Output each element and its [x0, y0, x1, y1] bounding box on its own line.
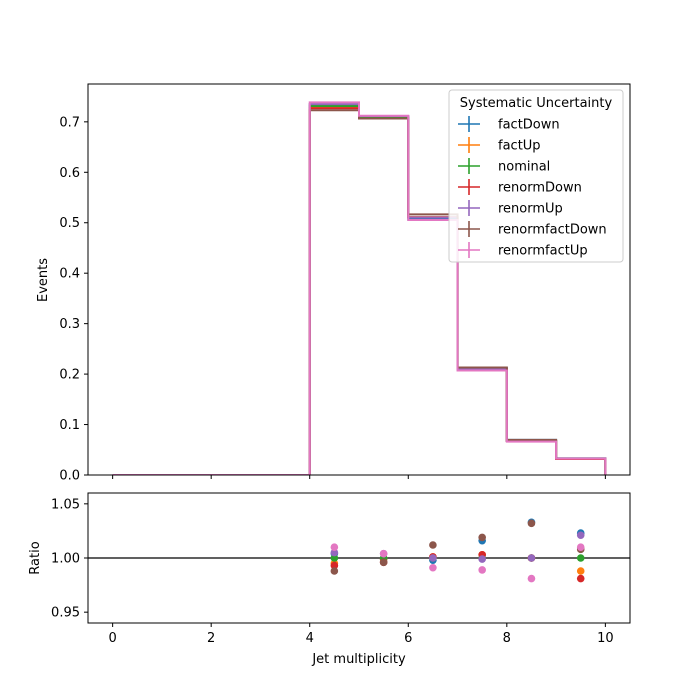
- main-y-tick-label: 0.6: [59, 166, 80, 181]
- ratio-point-renormfactDown: [478, 533, 486, 542]
- ratio-point-renormfactUp: [527, 574, 536, 583]
- histogram-step-renormfactUp: [112, 101, 607, 475]
- ratio-y-tick-label: 0.95: [51, 606, 80, 621]
- x-tick-label: 2: [207, 631, 215, 646]
- ratio-point-renormUp: [527, 554, 536, 562]
- legend-entry-renormfactUp: renormfactUp: [458, 242, 588, 259]
- legend-label: nominal: [498, 160, 550, 175]
- legend-entry-renormUp: renormUp: [458, 200, 563, 217]
- ratio-point-renormfactDown: [379, 558, 388, 567]
- legend-entries: factDown factUp nominal renormDown renormUp r…: [458, 116, 607, 259]
- ratio-point-renormfactUp: [576, 543, 585, 551]
- ratio-point-renormfactUp: [330, 543, 339, 551]
- main-y-axis-label: Events: [36, 258, 51, 302]
- ratio-point-nominal: [576, 554, 585, 562]
- x-tick-label: 6: [404, 631, 412, 646]
- x-tick-label: 4: [306, 631, 314, 646]
- main-plot-panel: 0.0 0.1 0.2 0.3 0.4 0.5 0.6 0.7 Events: [36, 83, 631, 484]
- legend-label: renormfactDown: [498, 223, 607, 238]
- main-y-tick-label: 0.1: [59, 418, 80, 433]
- legend-label: renormUp: [498, 202, 563, 217]
- ratio-point-renormDown: [330, 561, 339, 570]
- ratio-y-ticks: 0.95 1.00 1.05: [51, 497, 88, 621]
- ratio-point-nominal: [330, 554, 339, 562]
- ratio-series-group: [88, 518, 630, 583]
- legend-title: Systematic Uncertainty: [460, 96, 613, 111]
- x-axis-label: Jet multiplicity: [311, 652, 406, 667]
- legend-label: factUp: [498, 139, 541, 154]
- x-tick-label: 8: [503, 631, 511, 646]
- main-y-tick-label: 0.4: [59, 267, 80, 282]
- ratio-point-renormDown: [576, 574, 585, 583]
- legend-label: renormfactUp: [498, 244, 588, 259]
- legend-entry-factDown: factDown: [458, 116, 560, 133]
- ratio-point-factUp: [576, 567, 585, 575]
- ratio-point-renormfactUp: [429, 563, 437, 572]
- legend-entry-renormDown: renormDown: [458, 179, 582, 196]
- ratio-y-tick-label: 1.00: [51, 552, 80, 567]
- ratio-point-renormfactDown: [429, 541, 437, 549]
- ratio-point-renormUp: [576, 531, 585, 540]
- legend-label: renormDown: [498, 181, 582, 196]
- ratio-point-renormfactUp: [379, 549, 388, 558]
- main-y-tick-label: 0.5: [59, 216, 80, 231]
- x-tick-label: 10: [597, 631, 614, 646]
- ratio-point-renormfactDown: [527, 519, 536, 528]
- ratio-x-ticks: 0 2 4 6 8 10: [108, 623, 614, 646]
- main-y-tick-label: 0.2: [59, 368, 80, 383]
- main-x-ticks: [112, 475, 606, 479]
- ratio-point-renormUp: [429, 554, 437, 562]
- x-tick-label: 0: [108, 631, 116, 646]
- legend-entry-factUp: factUp: [458, 137, 541, 154]
- ratio-point-renormUp: [330, 548, 339, 557]
- main-y-tick-label: 0.3: [59, 317, 80, 332]
- ratio-y-axis-label: Ratio: [28, 541, 43, 574]
- legend-entry-renormfactDown: renormfactDown: [458, 221, 607, 238]
- main-y-tick-label: 0.7: [59, 115, 80, 130]
- ratio-point-renormfactUp: [478, 566, 486, 574]
- legend: Systematic Uncertainty factDown factUp nom…: [448, 89, 624, 263]
- legend-label: factDown: [498, 118, 560, 133]
- legend-entry-nominal: nominal: [458, 158, 550, 175]
- main-y-ticks: 0.0 0.1 0.2 0.3 0.4 0.5 0.6 0.7: [59, 115, 88, 484]
- main-axes-frame: [87, 83, 631, 476]
- main-series-group: [112, 101, 607, 475]
- ratio-y-tick-label: 1.05: [51, 497, 80, 512]
- legend-frame: [448, 89, 624, 263]
- ratio-plot-panel: 0.95 1.00 1.05 0 2 4 6 8 10 Ratio Jet multiplic…: [28, 492, 631, 667]
- main-y-tick-label: 0.0: [59, 469, 80, 484]
- ratio-point-renormUp: [478, 555, 486, 563]
- ratio-point-renormfactDown: [330, 567, 339, 575]
